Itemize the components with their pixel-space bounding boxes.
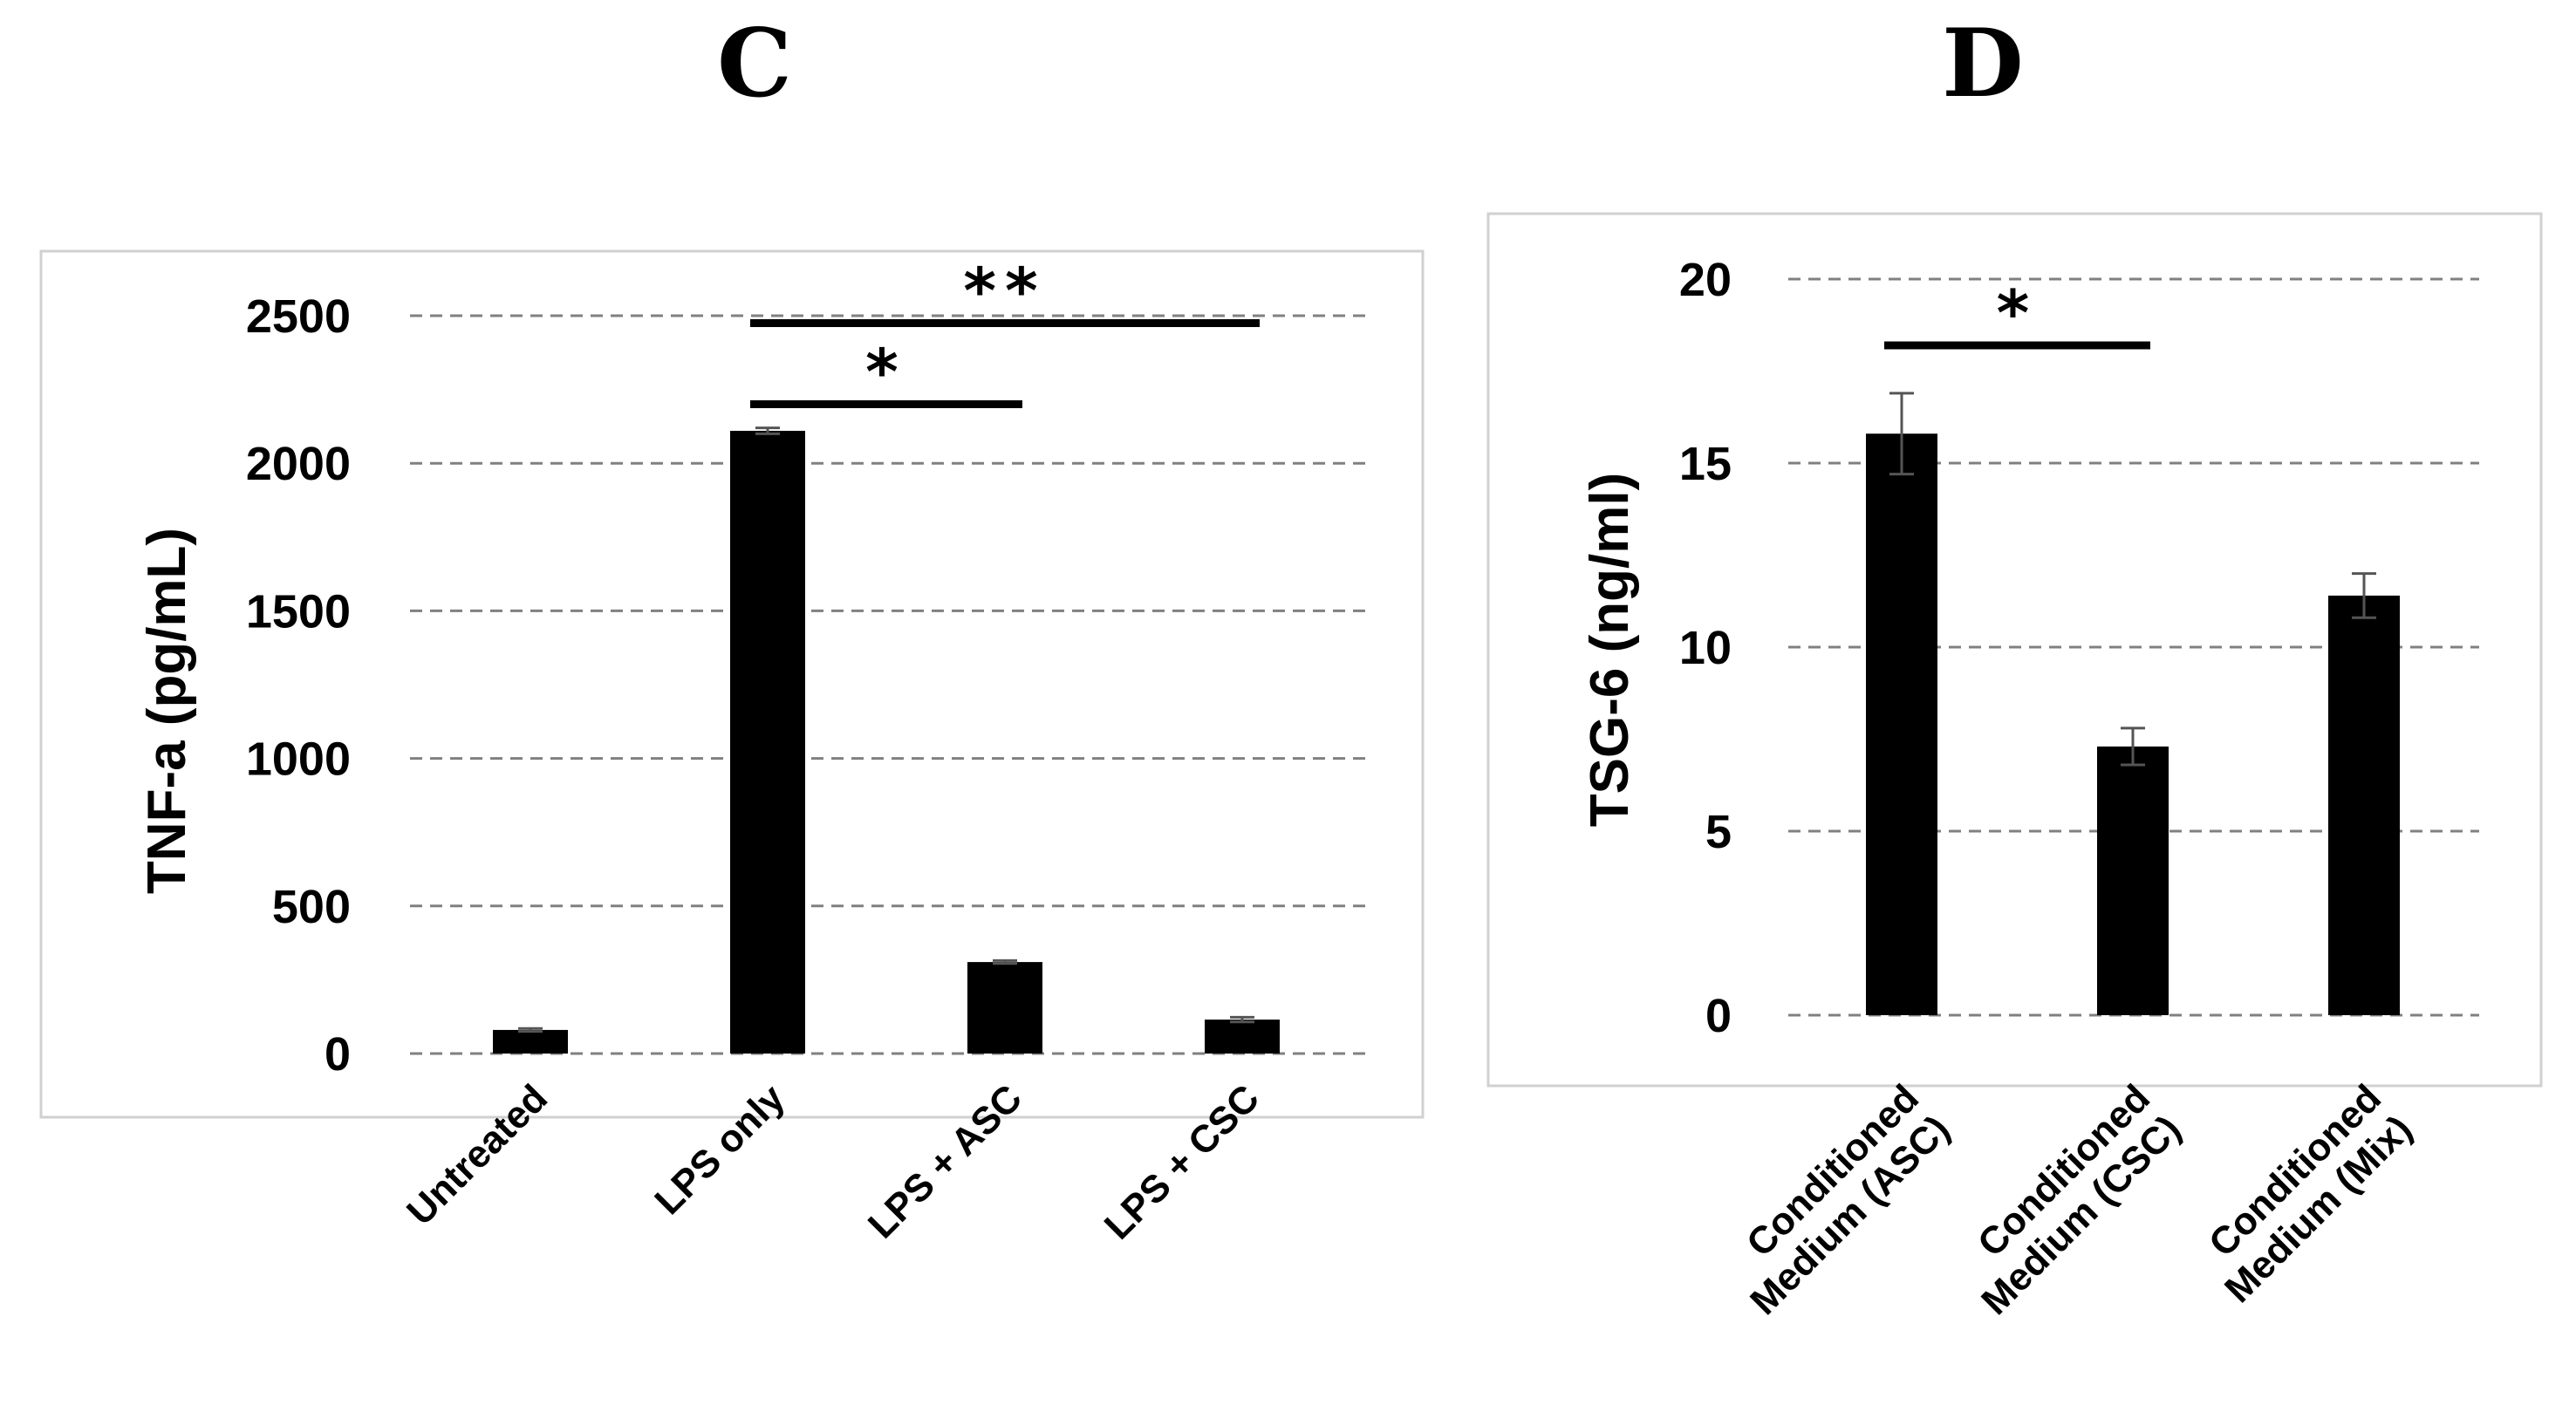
panel-c-x-tick-label: LPS + ASC [860, 1076, 1030, 1246]
panel-d-x-tick-label: ConditionedMedium (ASC) [1712, 1076, 1958, 1323]
panel-d-y-tick-label: 0 [1705, 990, 1732, 1042]
panel-d-y-tick-label: 20 [1679, 254, 1732, 306]
panel-c-title: C [717, 9, 792, 119]
panel-c-y-tick-label: 1000 [246, 733, 351, 786]
panel-c-bar [1205, 1020, 1280, 1054]
panel-d-bar [2097, 746, 2169, 1015]
panel-c-x-tick-label: Untreated [399, 1076, 556, 1233]
panel-c-y-tick-label: 0 [325, 1028, 351, 1081]
panel-c-error-bar [993, 958, 1017, 965]
panel-c-error-bar [1230, 1015, 1254, 1024]
panel-c-y-tick-label: 2500 [246, 290, 351, 343]
panel-c-y-tick-label: 1500 [246, 585, 351, 638]
panel-c-bar [730, 430, 805, 1054]
panel-d-error-bar [1889, 392, 1914, 476]
panel-c-chart: 0 500 1000 1500 2000 2500 Untreated LPS only LPS… [246, 254, 1365, 1248]
panel-c-significance-label: * [865, 336, 907, 409]
panel-c-significance-label: ** [963, 254, 1046, 327]
panel-d-error-bar [2121, 726, 2145, 767]
panel-c-error-bar [755, 426, 780, 435]
panel-d-x-tick-label: ConditionedMedium (CSC) [1943, 1076, 2190, 1323]
panel-d-title: D [1942, 9, 2024, 119]
panel-c-y-tick-label: 2000 [246, 438, 351, 490]
panel-d-bar [2328, 595, 2400, 1015]
panel-c-x-tick-label: LPS only [646, 1076, 793, 1223]
panel-c-frame [39, 249, 1425, 1119]
panel-c-error-bar [518, 1027, 543, 1033]
panel-d-y-tick-label: 10 [1679, 622, 1732, 674]
panel-c-y-axis-label: TNF-a (pg/mL) [137, 528, 197, 894]
panel-d-error-bar [2352, 572, 2376, 619]
panel-d-y-tick-label: 5 [1705, 806, 1732, 858]
panel-c-y-tick-label: 500 [272, 881, 351, 933]
panel-c-bar [493, 1029, 568, 1054]
panel-d-significance-label: * [1997, 276, 2039, 350]
panel-d-x-tick-label: ConditionedMedium (Mix) [2186, 1076, 2421, 1311]
panel-c-bar [967, 962, 1042, 1054]
panel-d-bar [1866, 433, 1937, 1015]
panel-d-y-tick-label: 15 [1679, 438, 1732, 490]
panel-d-frame [1486, 212, 2543, 1088]
panel-d-y-axis-label: TSG-6 (ng/ml) [1580, 473, 1640, 827]
panel-c-x-tick-label: LPS + CSC [1097, 1076, 1268, 1247]
